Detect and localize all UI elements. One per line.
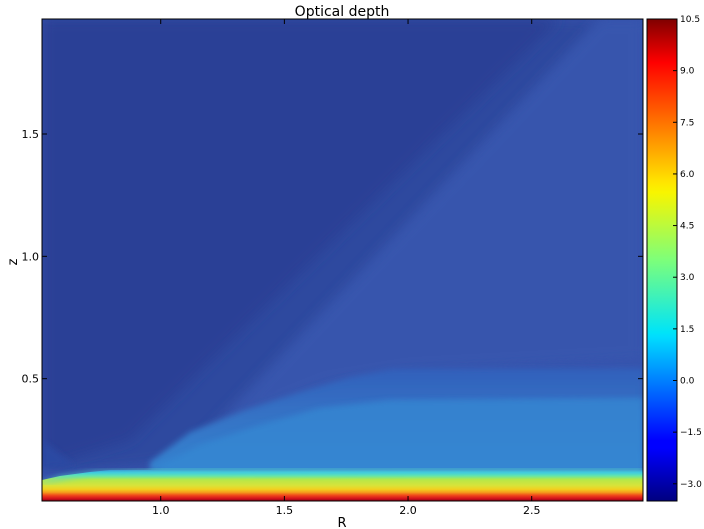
heatmap-lower-band (160, 398, 643, 472)
heatmap-field (42, 19, 643, 501)
chart-title: Optical depth (295, 4, 390, 20)
colorbar-ticks: −3.0 −1.5 0.0 1.5 3.0 4.5 6.0 7.5 9.0 10.5 (673, 15, 702, 490)
x-axis-label: R (337, 516, 346, 529)
colorbar-frame (646, 18, 678, 502)
heatmap-inner-edge (42, 440, 75, 468)
colorbar-tick-label-5: 4.5 (680, 222, 694, 232)
y-axis-label: z (6, 258, 21, 265)
colorbar-gradient (647, 19, 677, 501)
heatmap-darkest-wedge (42, 19, 560, 462)
heatmap-disk-layer (42, 470, 643, 501)
heatmap-upper-right-region (170, 19, 643, 460)
x-tick-label-2: 2.0 (399, 504, 417, 517)
x-tick-label-1: 1.5 (276, 504, 294, 517)
colorbar-tick-label-4: 3.0 (680, 273, 695, 283)
x-tick-label-3: 2.5 (523, 504, 541, 517)
colorbar-tick-label-6: 6.0 (680, 170, 695, 180)
colorbar-tick-label-8: 9.0 (680, 67, 695, 77)
colorbar-tick-label-0: −3.0 (680, 480, 702, 490)
y-tick-label-2: 1.5 (22, 128, 40, 141)
heatmap-disk-cap (42, 469, 643, 484)
y-tick-label-1: 1.0 (22, 250, 40, 263)
x-tick-label-0: 1.0 (152, 504, 170, 517)
colorbar-tick-label-9: 10.5 (680, 15, 700, 25)
colorbar-tick-label-1: −1.5 (680, 428, 702, 438)
plot-frame (41, 18, 644, 502)
x-axis-ticks: 1.0 1.5 2.0 2.5 (152, 19, 540, 517)
colorbar: −3.0 −1.5 0.0 1.5 3.0 4.5 6.0 7.5 9.0 10.5 (646, 15, 702, 502)
colorbar-tick-label-7: 7.5 (680, 118, 694, 128)
colorbar-tick-label-2: 0.0 (680, 377, 695, 387)
colorbar-tick-label-3: 1.5 (680, 325, 694, 335)
y-axis-ticks: 0.5 1.0 1.5 (22, 128, 643, 386)
y-tick-label-0: 0.5 (22, 373, 40, 386)
